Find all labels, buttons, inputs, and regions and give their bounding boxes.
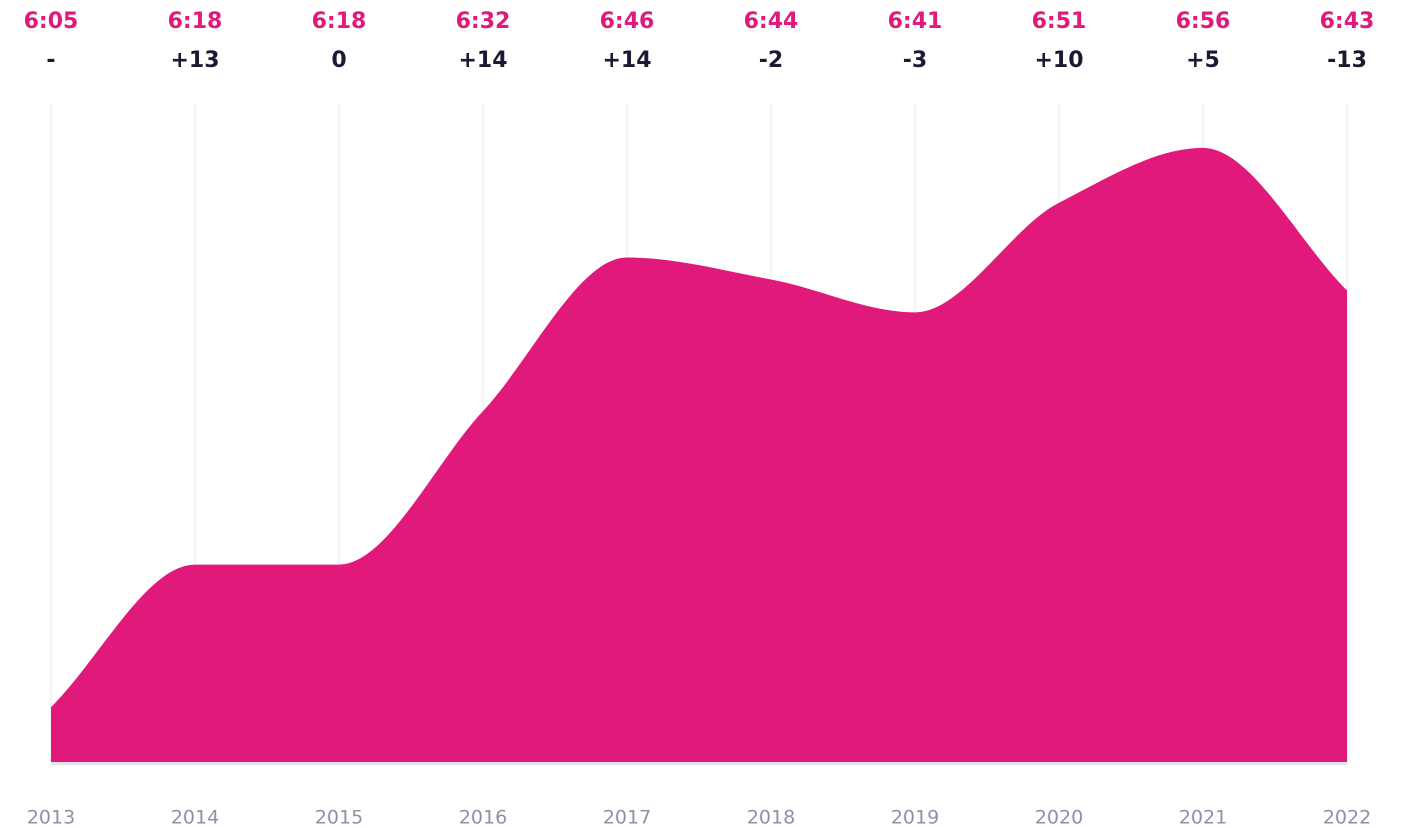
x-tick-label: 2016 — [459, 807, 507, 828]
x-tick-label: 2017 — [603, 807, 651, 828]
value-label: 6:43 — [1320, 9, 1375, 34]
change-label: - — [46, 48, 55, 73]
change-label: +5 — [1186, 48, 1220, 73]
value-label: 6:05 — [24, 9, 79, 34]
change-label: -2 — [759, 48, 783, 73]
value-label: 6:18 — [312, 9, 367, 34]
x-tick-label: 2022 — [1323, 807, 1371, 828]
change-label: +13 — [170, 48, 219, 73]
x-tick-label: 2021 — [1179, 807, 1227, 828]
x-tick-label: 2018 — [747, 807, 795, 828]
x-tick-label: 2019 — [891, 807, 939, 828]
change-label: +10 — [1034, 48, 1083, 73]
area — [51, 147, 1347, 762]
value-label: 6:56 — [1176, 9, 1231, 34]
x-tick-label: 2014 — [171, 807, 219, 828]
change-label: +14 — [458, 48, 507, 73]
change-label: -3 — [903, 48, 927, 73]
value-label: 6:51 — [1032, 9, 1087, 34]
x-tick-label: 2015 — [315, 807, 363, 828]
value-label: 6:18 — [168, 9, 223, 34]
change-label: 0 — [331, 48, 346, 73]
value-label: 6:44 — [744, 9, 799, 34]
x-tick-label: 2020 — [1035, 807, 1083, 828]
value-label: 6:32 — [456, 9, 511, 34]
value-label: 6:46 — [600, 9, 655, 34]
change-label: -13 — [1327, 48, 1367, 73]
value-label: 6:41 — [888, 9, 943, 34]
change-label: +14 — [602, 48, 651, 73]
x-tick-label: 2013 — [27, 807, 75, 828]
